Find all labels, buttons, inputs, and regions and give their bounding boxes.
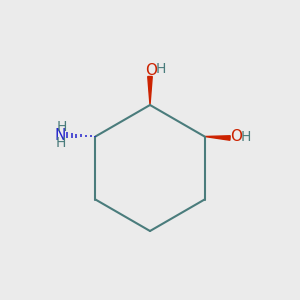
Polygon shape — [205, 136, 230, 140]
Text: H: H — [156, 62, 166, 76]
Text: O: O — [230, 129, 242, 144]
Text: N: N — [55, 128, 66, 142]
Text: H: H — [241, 130, 251, 143]
Text: H: H — [56, 136, 66, 150]
Text: O: O — [145, 63, 157, 78]
Text: H: H — [56, 120, 67, 134]
Polygon shape — [148, 76, 152, 105]
